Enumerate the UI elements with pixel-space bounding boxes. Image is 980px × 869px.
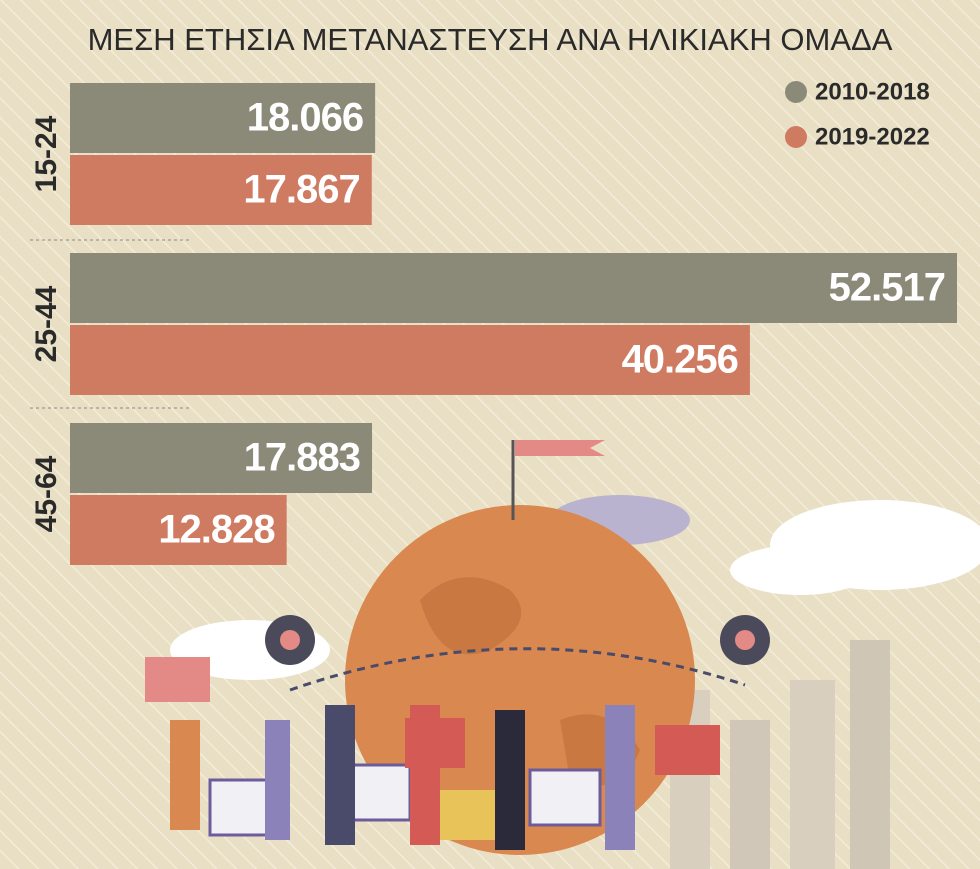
chart-title: ΜΕΣΗ ΕΤΗΣΙΑ ΜΕΤΑΝΑΣΤΕΥΣΗ ΑΝΑ ΗΛΙΚΙΑΚΗ ΟΜ… [88, 22, 893, 57]
value-label: 17.883 [244, 436, 360, 480]
bar [70, 83, 376, 153]
bar [70, 423, 373, 493]
bar [70, 253, 957, 323]
illustration [145, 440, 980, 869]
bar [70, 325, 750, 395]
category-label: 45-64 [30, 455, 63, 532]
value-label: 12.828 [158, 508, 275, 552]
value-label: 40.256 [622, 338, 738, 382]
bar [70, 155, 372, 225]
category-label: 25-44 [30, 285, 63, 362]
category-label: 15-24 [30, 115, 63, 192]
value-label: 17.867 [243, 168, 359, 212]
legend-label: 2019-2022 [815, 123, 930, 150]
value-label: 52.517 [829, 266, 945, 310]
legend-label: 2010-2018 [815, 78, 930, 105]
legend-swatch [785, 126, 807, 148]
bar [70, 495, 287, 565]
value-label: 18.066 [247, 96, 363, 140]
legend-swatch [785, 81, 807, 103]
